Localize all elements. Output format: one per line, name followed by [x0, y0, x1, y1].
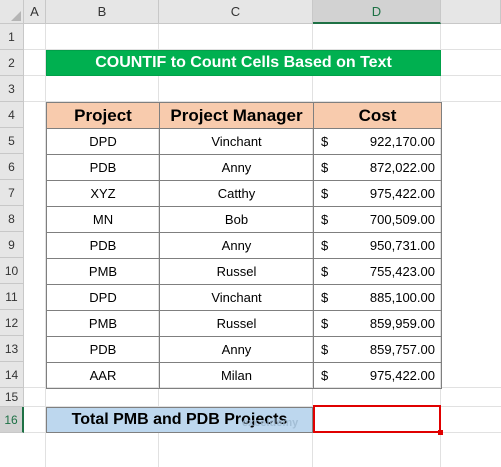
currency-symbol: $: [321, 186, 329, 201]
cell-manager[interactable]: Vinchant: [159, 284, 314, 311]
cell-manager[interactable]: Anny: [159, 232, 314, 259]
cost-value: 872,022.00: [369, 160, 435, 175]
table-header-row: Project Project Manager Cost: [46, 102, 442, 129]
cell-project[interactable]: XYZ: [46, 180, 160, 207]
cell-project[interactable]: DPD: [46, 284, 160, 311]
row-header-1[interactable]: 1: [0, 24, 24, 50]
cell-cost[interactable]: $859,959.00: [313, 310, 442, 337]
table-row: AAR Milan $975,422.00: [46, 362, 442, 389]
cell-manager[interactable]: Anny: [159, 336, 314, 363]
project-table: Project Project Manager Cost DPD Vinchan…: [46, 102, 442, 389]
row-header-11[interactable]: 11: [0, 284, 24, 310]
row-header-7[interactable]: 7: [0, 180, 24, 206]
cost-value: 700,509.00: [369, 212, 435, 227]
cost-value: 975,422.00: [369, 186, 435, 201]
column-header-c[interactable]: C: [159, 0, 313, 24]
table-row: DPD Vinchant $922,170.00: [46, 128, 442, 155]
row-header-6[interactable]: 6: [0, 154, 24, 180]
cell-project[interactable]: PDB: [46, 336, 160, 363]
gridline: [24, 406, 501, 407]
currency-symbol: $: [321, 316, 329, 331]
cell-manager[interactable]: Milan: [159, 362, 314, 389]
cost-value: 859,757.00: [369, 342, 435, 357]
cell-cost[interactable]: $859,757.00: [313, 336, 442, 363]
cell-project[interactable]: PMB: [46, 258, 160, 285]
gridline: [24, 101, 501, 102]
cell-cost[interactable]: $885,100.00: [313, 284, 442, 311]
row-header-15[interactable]: 15: [0, 388, 24, 407]
currency-symbol: $: [321, 290, 329, 305]
cell-cost[interactable]: $975,422.00: [313, 180, 442, 207]
table-row: DPD Vinchant $885,100.00: [46, 284, 442, 311]
cell-cost[interactable]: $755,423.00: [313, 258, 442, 285]
row-header-3[interactable]: 3: [0, 76, 24, 102]
column-header-d[interactable]: D: [313, 0, 441, 24]
cell-manager[interactable]: Anny: [159, 154, 314, 181]
cell-cost[interactable]: $950,731.00: [313, 232, 442, 259]
total-label-cell[interactable]: Total PMB and PDB Projects: [46, 407, 313, 433]
column-header-a[interactable]: A: [24, 0, 46, 24]
cell-manager[interactable]: Russel: [159, 310, 314, 337]
cell-project[interactable]: PDB: [46, 232, 160, 259]
row-header-5[interactable]: 5: [0, 128, 24, 154]
cost-value: 885,100.00: [369, 290, 435, 305]
currency-symbol: $: [321, 212, 329, 227]
row-header-10[interactable]: 10: [0, 258, 24, 284]
cell-project[interactable]: AAR: [46, 362, 160, 389]
cell-cost[interactable]: $872,022.00: [313, 154, 442, 181]
row-header-13[interactable]: 13: [0, 336, 24, 362]
cell-project[interactable]: MN: [46, 206, 160, 233]
header-project-manager[interactable]: Project Manager: [159, 102, 314, 129]
select-all-corner[interactable]: [0, 0, 24, 24]
table-row: PDB Anny $859,757.00: [46, 336, 442, 363]
currency-symbol: $: [321, 368, 329, 383]
gridline: [24, 49, 501, 50]
cell-manager[interactable]: Catthy: [159, 180, 314, 207]
cell-manager[interactable]: Vinchant: [159, 128, 314, 155]
table-row: PDB Anny $872,022.00: [46, 154, 442, 181]
cost-value: 975,422.00: [369, 368, 435, 383]
column-header-b[interactable]: B: [46, 0, 159, 24]
row-header-16[interactable]: 16: [0, 407, 24, 433]
fill-handle[interactable]: [438, 430, 443, 435]
header-cost[interactable]: Cost: [313, 102, 442, 129]
cost-value: 922,170.00: [369, 134, 435, 149]
row-header-14[interactable]: 14: [0, 362, 24, 388]
cell-project[interactable]: PMB: [46, 310, 160, 337]
cost-value: 755,423.00: [369, 264, 435, 279]
cell-cost[interactable]: $975,422.00: [313, 362, 442, 389]
currency-symbol: $: [321, 134, 329, 149]
currency-symbol: $: [321, 342, 329, 357]
currency-symbol: $: [321, 238, 329, 253]
total-value-cell[interactable]: [313, 405, 441, 433]
cell-project[interactable]: DPD: [46, 128, 160, 155]
table-row: PMB Russel $859,959.00: [46, 310, 442, 337]
currency-symbol: $: [321, 160, 329, 175]
cell-cost[interactable]: $922,170.00: [313, 128, 442, 155]
row-header-9[interactable]: 9: [0, 232, 24, 258]
sheet-title[interactable]: COUNTIF to Count Cells Based on Text: [46, 50, 441, 76]
table-row: PMB Russel $755,423.00: [46, 258, 442, 285]
table-row: XYZ Catthy $975,422.00: [46, 180, 442, 207]
cell-cost[interactable]: $700,509.00: [313, 206, 442, 233]
header-project[interactable]: Project: [46, 102, 160, 129]
currency-symbol: $: [321, 264, 329, 279]
table-row: PDB Anny $950,731.00: [46, 232, 442, 259]
gridline: [45, 24, 46, 467]
row-header-4[interactable]: 4: [0, 102, 24, 128]
row-header-12[interactable]: 12: [0, 310, 24, 336]
cost-value: 859,959.00: [369, 316, 435, 331]
table-row: MN Bob $700,509.00: [46, 206, 442, 233]
watermark-logo: exceldemy: [242, 417, 299, 429]
cell-manager[interactable]: Bob: [159, 206, 314, 233]
cost-value: 950,731.00: [369, 238, 435, 253]
cell-project[interactable]: PDB: [46, 154, 160, 181]
cell-manager[interactable]: Russel: [159, 258, 314, 285]
row-header-8[interactable]: 8: [0, 206, 24, 232]
column-header-e[interactable]: [441, 0, 501, 24]
row-header-2[interactable]: 2: [0, 50, 24, 76]
